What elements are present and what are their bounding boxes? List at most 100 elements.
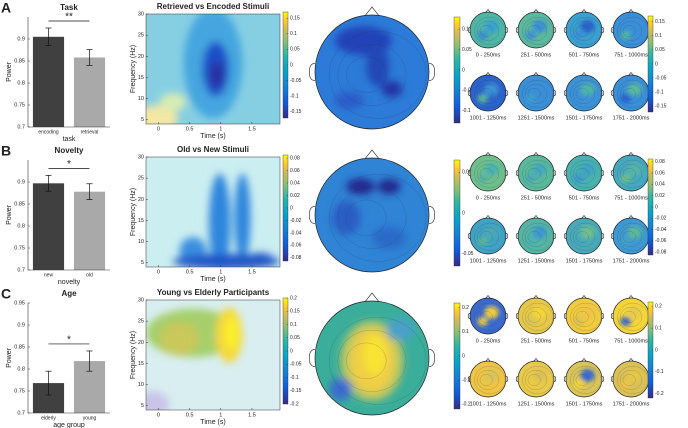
contours xyxy=(570,302,602,331)
contour-line xyxy=(573,227,595,247)
contour-line xyxy=(570,222,602,251)
y-tick-label: 0.9 xyxy=(17,322,25,328)
colorbar-tick-label: -0.06 xyxy=(290,243,302,249)
head-nose xyxy=(485,151,491,156)
contour-line xyxy=(622,311,636,323)
map-blob xyxy=(363,335,387,376)
y-tick-label: 0.7 xyxy=(17,267,25,273)
time-window-label: 1501 - 1750ms xyxy=(566,258,603,264)
contour-line xyxy=(570,159,602,188)
y-tick-label: 30 xyxy=(138,154,144,160)
contour-line xyxy=(570,16,602,45)
bar xyxy=(32,183,65,270)
map-blob xyxy=(210,61,224,88)
head-ear xyxy=(467,313,471,319)
contour-line xyxy=(477,227,499,247)
contour-line xyxy=(479,88,493,100)
map-blob xyxy=(146,391,169,410)
contour-line xyxy=(620,307,642,327)
x-axis-label: Time (s) xyxy=(200,419,225,426)
panel-letter: B xyxy=(1,143,11,159)
colorbar-tick-label: 0.02 xyxy=(655,193,665,199)
colorbar-tick-label: 0 xyxy=(655,347,658,353)
map-blob xyxy=(627,369,642,382)
head-nose xyxy=(628,151,634,156)
colorbar-tick-label: -0.2 xyxy=(655,391,664,397)
head-ear xyxy=(601,313,605,319)
colorbar-tick-label: 0 xyxy=(462,67,465,73)
x-axis-label: Time (s) xyxy=(200,133,225,140)
colorbar-tick-label: 0.1 xyxy=(462,329,469,335)
contour-line xyxy=(346,342,387,379)
contour-line xyxy=(522,222,554,251)
colorbar-tick-label: 0 xyxy=(655,204,658,210)
contours xyxy=(570,365,602,394)
contour-line xyxy=(522,302,554,331)
head-ear xyxy=(505,170,509,176)
head-outline xyxy=(517,217,555,255)
head-ear xyxy=(467,170,471,176)
contour-line xyxy=(525,21,547,41)
head-outline xyxy=(314,157,430,273)
y-tick-label: 5 xyxy=(141,117,144,123)
y-tick-label: 5 xyxy=(141,260,144,266)
y-tick-label: 0.8 xyxy=(17,366,25,372)
contour-line xyxy=(527,88,541,100)
head-outline xyxy=(314,300,430,416)
head-outline xyxy=(565,217,603,255)
map-layer xyxy=(573,20,595,40)
contour-line xyxy=(477,307,499,327)
head-nose xyxy=(581,151,587,156)
time-window-label: 1001 - 1250ms xyxy=(470,115,507,121)
panel-letter: A xyxy=(1,0,11,16)
contour-line xyxy=(620,21,642,41)
head-outline xyxy=(469,297,507,335)
head-ear xyxy=(515,233,519,239)
y-tick-label: 20 xyxy=(138,197,144,203)
map-blob xyxy=(334,91,364,110)
y-tick-label: 15 xyxy=(138,75,144,81)
map-blob xyxy=(377,179,401,194)
contours xyxy=(522,79,554,108)
contours xyxy=(522,222,554,251)
contours xyxy=(329,31,427,119)
map-blob xyxy=(386,318,415,341)
time-window-label: 0 - 250ms xyxy=(476,195,501,201)
head-outline xyxy=(469,74,507,112)
contours xyxy=(474,79,506,108)
head-ear xyxy=(428,63,436,81)
colorbar-tick-label: -0.02 xyxy=(655,216,667,222)
map-blob xyxy=(366,46,390,87)
x-tick-label: encoding xyxy=(38,129,59,135)
contour-line xyxy=(525,307,547,327)
colorbar-tick-label: 0.05 xyxy=(462,170,472,176)
head-ear xyxy=(553,27,557,33)
map-blob xyxy=(627,226,642,239)
time-window-label: 1001 - 1250ms xyxy=(470,401,507,407)
colorbar-tick-label: 0.2 xyxy=(290,295,297,301)
x-tick-label: 1 xyxy=(219,126,222,132)
contour-line xyxy=(525,84,547,104)
y-tick-label: 15 xyxy=(138,361,144,367)
head-outline xyxy=(469,11,507,49)
y-tick-label: 0.95 xyxy=(14,300,25,306)
head-ear xyxy=(601,170,605,176)
head-ear xyxy=(467,233,471,239)
contour-line xyxy=(575,231,589,243)
contour-line xyxy=(522,16,554,45)
map-blob xyxy=(627,163,642,176)
colorbar-tick-label: -0.05 xyxy=(290,78,302,84)
contour-line xyxy=(573,84,595,104)
colorbar-tick-label: 0.15 xyxy=(655,19,665,25)
head-ear xyxy=(610,233,614,239)
map-layer xyxy=(146,14,243,124)
head-outline xyxy=(469,360,507,398)
head-ear xyxy=(515,376,519,382)
contour-line xyxy=(527,374,541,386)
contour-line xyxy=(479,168,493,180)
contour-line xyxy=(527,231,541,243)
y-axis-label: Frequency (Hz) xyxy=(130,188,137,236)
y-tick-label: 0.75 xyxy=(14,102,25,108)
contour-line xyxy=(525,227,547,247)
